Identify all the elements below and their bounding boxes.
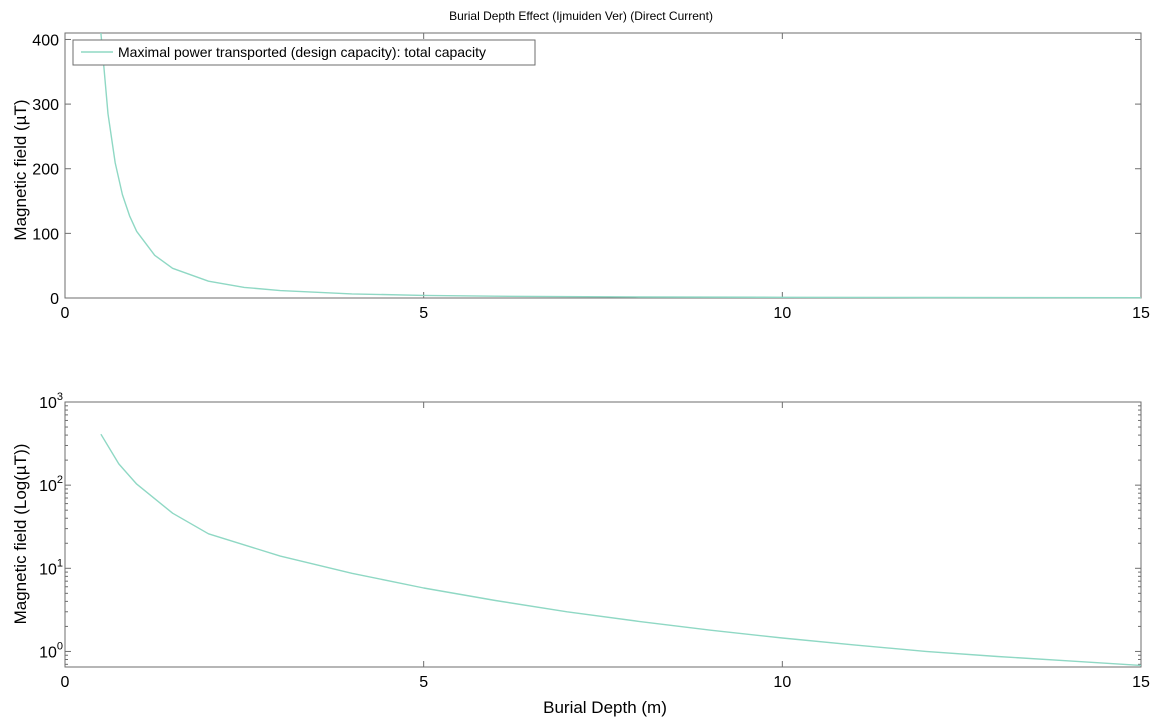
y-tick-label: 103: [39, 391, 63, 412]
y-tick-label: 400: [32, 32, 59, 49]
y-tick-label: 300: [32, 97, 59, 114]
legend: Maximal power transported (design capaci…: [72, 39, 536, 66]
top-series-group: [100, 32, 1142, 299]
y-tick-label-base: 10: [39, 478, 57, 495]
x-tick-label: 10: [773, 674, 791, 691]
x-tick-label: 0: [61, 674, 70, 691]
x-tick-label: 0: [61, 305, 70, 322]
y-tick-label-base: 10: [39, 644, 57, 661]
x-tick-label: 10: [773, 305, 791, 322]
y-tick-label: 102: [39, 474, 63, 495]
bottom-x-axis-label: Burial Depth (m): [543, 698, 667, 717]
top-tick-labels: 0 5 10 15 0 100 200 300 400: [32, 32, 1150, 322]
series-line-0: [100, 433, 1142, 667]
y-tick-label: 200: [32, 162, 59, 179]
y-tick-label-base: 10: [39, 561, 57, 578]
y-tick-label-exponent: 2: [57, 474, 63, 486]
x-tick-label: 5: [419, 674, 428, 691]
top-y-axis-label: Magnetic field (µT): [11, 99, 30, 240]
x-tick-label: 15: [1132, 674, 1150, 691]
bottom-plot-frame: [64, 401, 1142, 668]
y-tick-label-exponent: 1: [57, 557, 63, 569]
y-tick-label-exponent: 0: [57, 640, 63, 652]
x-tick-label: 5: [419, 305, 428, 322]
series-line-0: [100, 32, 1142, 299]
y-tick-label: 101: [39, 557, 63, 578]
x-tick-label: 15: [1132, 305, 1150, 322]
legend-box: [72, 39, 536, 66]
bottom-y-axis-label: Magnetic field (Log(µT)): [11, 444, 30, 625]
bottom-series-group: [100, 433, 1142, 667]
legend-entry-label: Maximal power transported (design capaci…: [118, 44, 486, 60]
bottom-axis-ticks: [64, 401, 1142, 667]
y-tick-label: 100: [32, 226, 59, 243]
y-tick-label-base: 10: [39, 395, 57, 412]
y-tick-label: 0: [50, 291, 59, 308]
figure-title: Burial Depth Effect (Ijmuiden Ver) (Dire…: [449, 9, 713, 23]
top-plot-frame: [64, 32, 1142, 299]
y-tick-label-exponent: 3: [57, 391, 63, 403]
y-tick-label: 100: [39, 640, 63, 661]
